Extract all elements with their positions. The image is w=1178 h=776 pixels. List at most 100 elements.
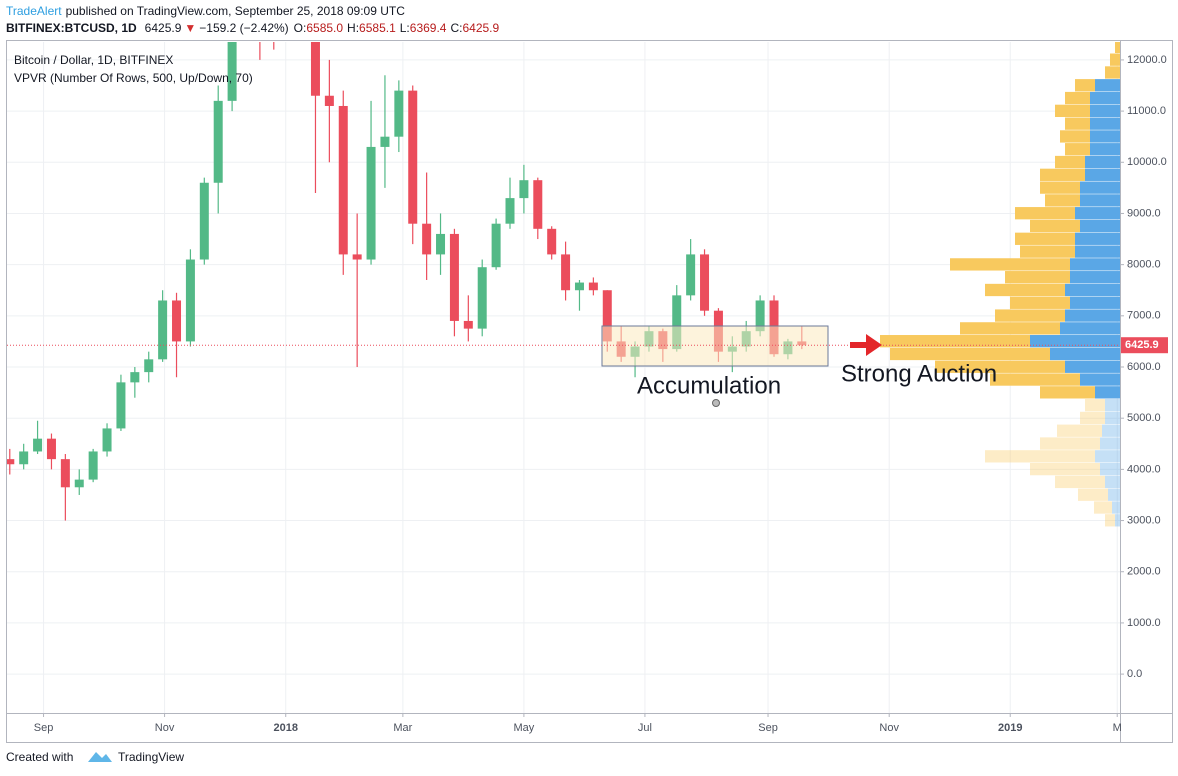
published: published on TradingView.com, September … [66,4,406,18]
candle-body [352,254,362,260]
profile-down [960,322,1060,335]
candle-body [19,451,29,465]
profile-down [1055,104,1090,117]
x-tick-label: May [514,722,535,734]
profile-up [1080,194,1120,207]
candle-body [88,451,98,480]
candle-body [519,180,529,199]
y-tick-label: 6000.0 [1127,361,1161,373]
profile-up [1105,475,1120,489]
profile-up [1030,335,1120,348]
symbol: BITFINEX:BTCUSD, 1D [6,21,137,35]
candle-body [505,198,515,224]
candle-body [477,267,487,329]
profile-up [1085,168,1120,181]
profile-up [1050,347,1120,361]
profile-down [995,309,1065,322]
price-label-bg [1121,337,1168,354]
profile-up [1100,437,1120,450]
profile-up [1100,462,1120,476]
annotation-strong-auction: Strong Auction [841,360,997,387]
profile-down [1094,501,1112,514]
y-tick-label: 4000.0 [1127,463,1161,475]
profile-up [1075,232,1120,245]
candle-body [491,223,501,268]
x-tick-label: Jul [638,722,652,734]
profile-down [1055,475,1105,489]
profile-down [985,283,1065,297]
profile-down [1015,232,1075,245]
anchor-dot [712,399,720,407]
profile-up [1095,79,1120,92]
x-tick-label: Nov [155,722,175,734]
candle-body [74,479,84,488]
h: 6585.1 [359,21,396,35]
h-label: H: [347,21,359,35]
arrow: ▼ [184,21,196,35]
footer-created: Created with [6,750,73,764]
profile-down [1075,79,1095,92]
candle-body [116,382,126,429]
profile-up [1075,207,1120,220]
profile-down [1065,91,1090,105]
y-tick-label: 0.0 [1127,668,1142,680]
profile-up [1095,450,1120,463]
candle-body [422,223,432,255]
profile-up [1065,360,1120,373]
profile-down [1040,386,1095,399]
candle-body [46,438,56,460]
profile-down [1110,53,1120,66]
symbol-line: BITFINEX:BTCUSD, 1D 6425.9 ▼ −159.2 (−2.42%… [6,21,499,35]
candle-body [602,290,612,342]
annotation-accumulation: Accumulation [637,372,781,399]
author: TradeAlert [6,4,62,18]
change: −159.2 (−2.42%) [199,21,288,35]
profile-down [1078,488,1108,501]
arrow-head [866,334,882,356]
candle-body [436,233,446,255]
profile-up [1090,117,1120,130]
candle-body [102,428,112,452]
profile-down [1045,194,1080,207]
candle-body [130,372,140,383]
profile-up [1060,322,1120,335]
profile-down [935,360,1065,373]
profile-up [1065,309,1120,322]
candle-body [700,254,710,311]
volume-profile [880,42,1120,527]
profile-down [1015,207,1075,220]
profile-down [1065,143,1090,156]
candle-body [324,95,334,106]
candle-body [755,300,765,332]
y-tick-label: 3000.0 [1127,514,1161,526]
x-tick-label: Nov [879,722,899,734]
y-tick-label: 11000.0 [1127,105,1166,117]
profile-up [1102,424,1120,437]
candle-body [449,233,459,321]
y-tick-label: 8000.0 [1127,259,1161,271]
candle-body [408,90,418,224]
o: 6585.0 [306,21,343,35]
profile-down [1030,219,1080,233]
profile-up [1080,219,1120,233]
y-tick-label: 9000.0 [1127,207,1161,219]
last: 6425.9 [145,21,182,35]
frame [6,40,1173,743]
candle-body [533,180,543,229]
header-line: TradeAlert published on TradingView.com, … [6,4,405,18]
profile-up [1090,130,1120,143]
profile-down [990,373,1080,386]
profile-down [1040,437,1100,450]
grid [7,42,1120,713]
candle-body [158,300,168,360]
profile-down [1085,398,1105,412]
profile-up [1065,283,1120,297]
profile-down [1040,168,1085,181]
price-label: 6425.9 [1125,339,1159,351]
candle-body [547,228,557,255]
profile-up [1075,245,1120,258]
x-tick-label: Sep [758,722,778,734]
profile-up [1090,91,1120,105]
candle-body [7,459,15,465]
